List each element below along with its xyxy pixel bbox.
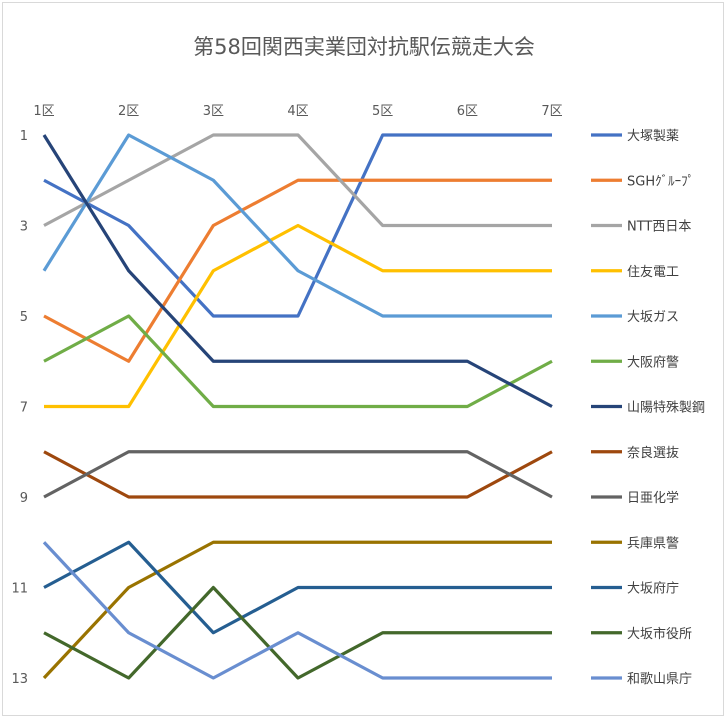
x-tick-label: 1区 xyxy=(33,104,54,119)
series-line xyxy=(43,178,552,363)
series-line xyxy=(42,134,553,408)
legend-label: 大坂ガス xyxy=(627,310,679,325)
legend-label: 奈良選抜 xyxy=(627,445,679,461)
series-line xyxy=(43,585,552,680)
legend-label: 山陽特殊製鋼 xyxy=(627,401,705,416)
series-line xyxy=(43,133,552,228)
series-line xyxy=(43,133,552,318)
series-lines xyxy=(42,133,553,680)
series-line xyxy=(44,223,552,409)
x-tick-label: 7区 xyxy=(541,104,562,119)
legend-label: 日亜化学 xyxy=(627,490,679,506)
legend-label: 大阪府警 xyxy=(627,354,679,370)
y-tick-label: 11 xyxy=(11,582,28,597)
x-tick-label: 3区 xyxy=(203,104,224,119)
legend-label: NTT西日本 xyxy=(627,220,691,235)
x-tick-label: 4区 xyxy=(287,104,308,119)
legend-label: 大塚製薬 xyxy=(627,129,679,144)
series-line xyxy=(42,133,552,318)
series-line xyxy=(43,450,553,499)
legend-label: 大坂府庁 xyxy=(627,582,679,597)
x-axis-tick-labels: 1区 2区 3区 4区 5区 6区 7区 xyxy=(33,104,562,119)
y-tick-label: 5 xyxy=(20,310,28,325)
chart-title: 第58回関西実業団対抗駅伝競走大会 xyxy=(193,35,535,59)
legend: 大塚製薬 SGHｸﾞﾙｰﾌﾟ NTT西日本住友電工大坂ガス大阪府警山陽特殊製鋼奈良選… xyxy=(591,129,705,687)
legend-label: 住友電工 xyxy=(627,264,679,280)
y-tick-label: 7 xyxy=(20,401,28,416)
x-tick-label: 5区 xyxy=(372,104,393,119)
legend-label: 兵庫県警 xyxy=(627,535,679,551)
x-tick-label: 6区 xyxy=(457,104,478,119)
series-line xyxy=(43,314,553,409)
y-tick-label: 1 xyxy=(20,129,28,144)
series-line xyxy=(43,450,553,499)
y-tick-label: 13 xyxy=(11,672,28,687)
series-line xyxy=(43,540,552,635)
x-tick-label: 2区 xyxy=(118,104,139,119)
series-line xyxy=(42,540,552,680)
legend-label: 大坂市役所 xyxy=(627,626,692,642)
legend-label: 和歌山県庁 xyxy=(627,672,692,687)
y-tick-label: 9 xyxy=(20,491,28,506)
y-tick-label: 3 xyxy=(20,220,28,235)
series-line xyxy=(42,541,552,680)
legend-label: SGHｸﾞﾙｰﾌﾟ xyxy=(627,174,694,189)
